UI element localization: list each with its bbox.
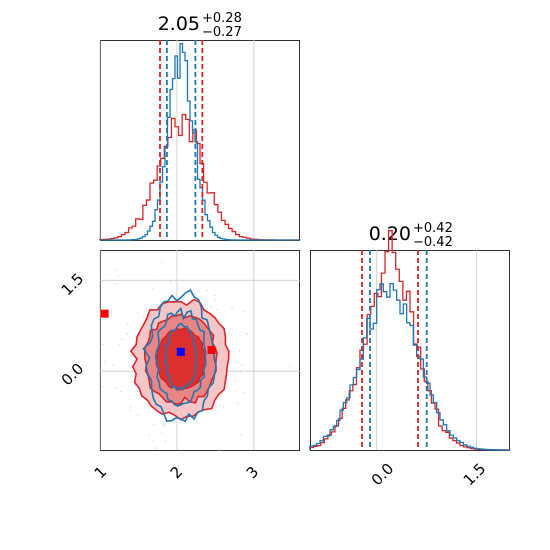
- sample-point: [236, 402, 239, 404]
- sample-point: [214, 294, 216, 297]
- sample-point: [236, 361, 239, 364]
- panel-marginal-y-frame: [310, 250, 510, 451]
- y-tick-label-2: 0.0: [58, 360, 88, 390]
- sample-point: [238, 350, 241, 352]
- sample-point: [115, 387, 117, 390]
- sample-point: [196, 422, 199, 424]
- title-param-2: 0.20: [369, 223, 411, 245]
- sample-point: [189, 287, 192, 290]
- sample-point: [154, 279, 156, 281]
- sample-point: [229, 352, 232, 355]
- x2-tick-label-1: 0.0: [368, 460, 398, 490]
- sample-point: [148, 279, 151, 282]
- sample-point: [117, 274, 120, 277]
- sample-point: [129, 354, 132, 356]
- sample-point: [222, 405, 225, 408]
- sample-point: [169, 281, 172, 283]
- sample-point: [137, 311, 139, 314]
- sample-point: [130, 381, 133, 383]
- sample-point: [151, 439, 153, 442]
- sample-point: [160, 432, 163, 435]
- sample-point: [118, 344, 120, 347]
- x-tick-label-1: 1: [91, 463, 110, 482]
- sample-point: [215, 406, 218, 408]
- sample-point: [161, 421, 164, 423]
- sample-point: [120, 390, 122, 393]
- sample-point: [172, 421, 175, 424]
- sample-point: [110, 312, 113, 315]
- sample-point: [164, 424, 166, 427]
- title-param-2-lower: −0.42: [413, 235, 453, 250]
- sample-point: [115, 269, 118, 271]
- sample-point: [161, 261, 163, 264]
- sample-point: [241, 364, 243, 366]
- hist-red-param-1: [99, 113, 300, 241]
- hist-blue-param-2: [309, 283, 511, 451]
- sample-point: [101, 385, 103, 388]
- sample-point: [289, 365, 291, 367]
- sample-point: [129, 405, 131, 408]
- contour-blue-0: [142, 288, 217, 423]
- title-param-1-upper: +0.28: [202, 11, 242, 26]
- contour-blue-1: [154, 307, 207, 407]
- marginal-y-marks: [309, 230, 511, 451]
- sample-point: [126, 323, 129, 326]
- sample-point: [104, 360, 106, 363]
- marker-marker_red-1: [207, 346, 216, 354]
- marker-marker_blue-2: [176, 347, 185, 356]
- sample-point: [231, 307, 233, 309]
- sample-point: [200, 296, 202, 298]
- panel-joint-frame: [100, 250, 300, 451]
- marker-marker_red-0: [100, 309, 109, 318]
- x-tick-label-2: 2: [167, 463, 186, 482]
- sample-point: [228, 330, 231, 332]
- sample-point: [165, 440, 167, 443]
- contour-blue-2: [163, 322, 198, 392]
- sample-point: [112, 364, 114, 367]
- sample-point: [206, 289, 208, 292]
- x2-tick-label-2: 1.5: [460, 460, 490, 490]
- sample-point: [218, 403, 221, 406]
- sample-point: [240, 434, 243, 436]
- sample-point: [102, 343, 104, 345]
- y-tick-label-1: 1.5: [58, 270, 88, 300]
- panel-marginal-x-frame: [100, 40, 300, 241]
- sample-point: [142, 316, 144, 318]
- title-param-2-upper: +0.42: [413, 221, 453, 236]
- sample-point: [136, 415, 139, 417]
- sample-point: [153, 423, 155, 425]
- sample-point: [234, 380, 236, 382]
- marginal-x-marks: [99, 40, 300, 241]
- sample-point: [114, 283, 117, 286]
- sample-point: [155, 447, 158, 450]
- sample-point: [243, 392, 245, 395]
- sample-point: [246, 333, 249, 335]
- sample-point: [120, 338, 123, 340]
- sample-point: [151, 287, 154, 290]
- sample-point: [129, 409, 132, 412]
- sample-point: [162, 423, 165, 426]
- sample-point: [239, 371, 242, 373]
- x-tick-label-3: 3: [243, 463, 262, 482]
- sample-point: [210, 305, 213, 308]
- sample-point: [214, 298, 216, 301]
- sample-point: [243, 310, 245, 313]
- sample-point: [133, 384, 136, 387]
- sample-point: [173, 420, 176, 423]
- sample-point: [193, 293, 196, 295]
- sample-point: [126, 332, 129, 335]
- sample-point: [148, 434, 151, 436]
- sample-point: [218, 449, 221, 451]
- sample-point: [216, 308, 219, 311]
- title-param-1: 2.05: [158, 13, 200, 35]
- joint-marks: [99, 250, 300, 451]
- hist-blue-param-1: [100, 42, 300, 241]
- title-param-1-lower: −0.27: [202, 25, 242, 40]
